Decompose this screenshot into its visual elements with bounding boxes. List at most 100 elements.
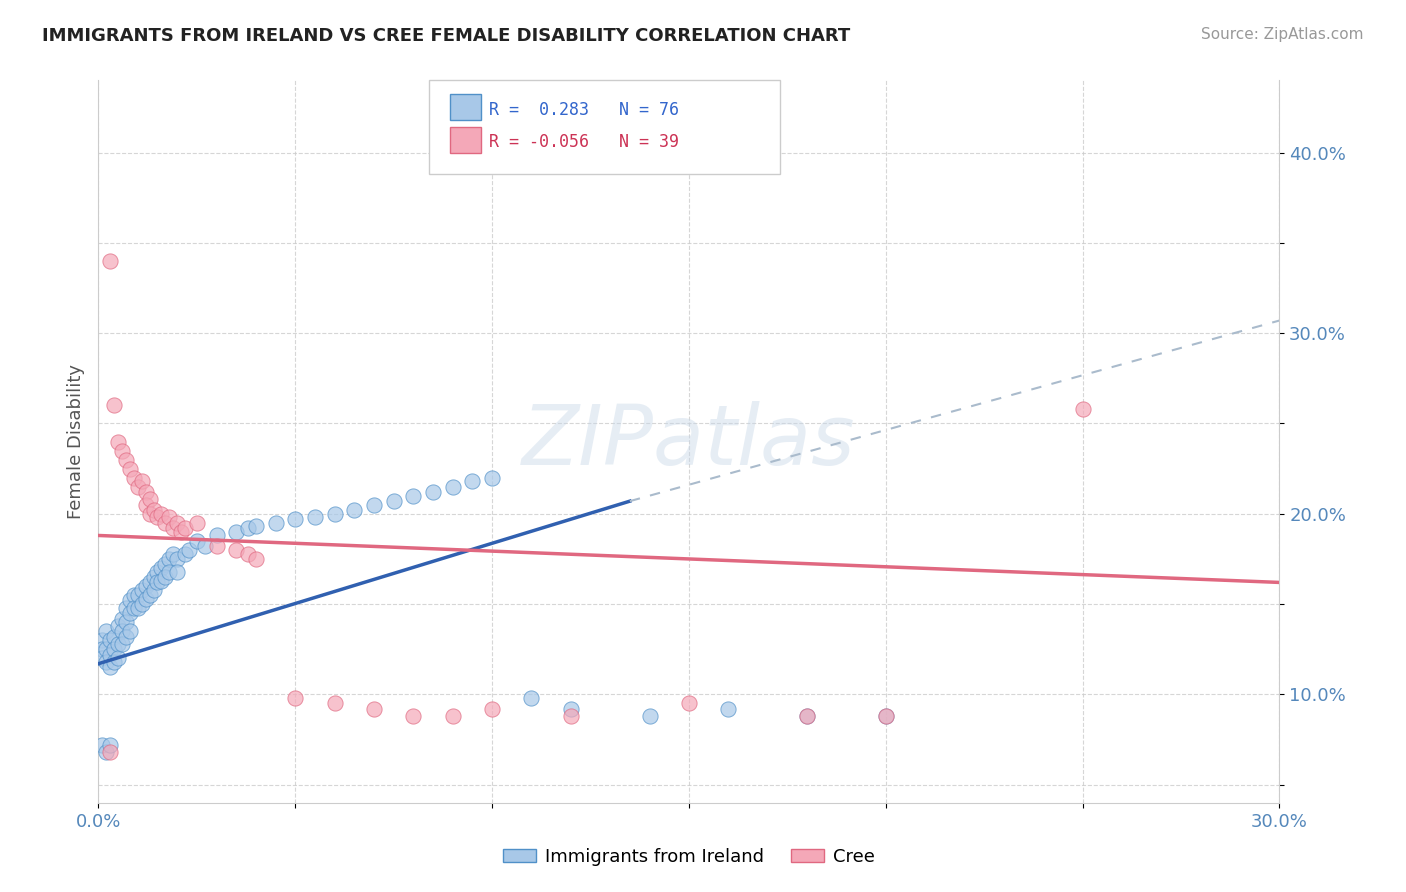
Point	[186, 533, 208, 548]
Point	[142, 503, 165, 517]
Point	[304, 510, 326, 524]
Point	[382, 494, 405, 508]
Point	[166, 552, 188, 566]
Text: R =  0.283   N = 76: R = 0.283 N = 76	[489, 101, 679, 119]
Point	[122, 588, 145, 602]
Point	[131, 597, 153, 611]
Point	[402, 489, 425, 503]
Point	[194, 539, 217, 553]
Point	[98, 648, 121, 662]
Point	[138, 588, 160, 602]
Point	[150, 561, 173, 575]
Point	[115, 615, 138, 630]
Point	[150, 507, 173, 521]
Point	[98, 253, 121, 268]
Point	[103, 655, 125, 669]
Point	[91, 738, 114, 752]
Point	[678, 697, 700, 711]
Point	[146, 575, 169, 590]
Point	[135, 591, 157, 606]
Text: ZIPatlas: ZIPatlas	[522, 401, 856, 482]
Point	[225, 542, 247, 557]
Text: Source: ZipAtlas.com: Source: ZipAtlas.com	[1201, 27, 1364, 42]
Point	[174, 547, 197, 561]
Point	[205, 528, 228, 542]
Point	[481, 471, 503, 485]
Point	[138, 575, 160, 590]
Point	[115, 452, 138, 467]
Point	[162, 547, 184, 561]
Point	[323, 697, 346, 711]
Point	[98, 745, 121, 759]
Point	[225, 524, 247, 539]
Point	[107, 637, 129, 651]
Point	[481, 702, 503, 716]
Point	[103, 398, 125, 412]
Point	[323, 507, 346, 521]
Point	[115, 600, 138, 615]
Point	[131, 475, 153, 489]
Point	[138, 507, 160, 521]
Point	[111, 611, 134, 625]
Point	[127, 480, 149, 494]
Point	[107, 651, 129, 665]
Point	[150, 574, 173, 588]
Point	[166, 565, 188, 579]
Point	[115, 630, 138, 644]
Point	[107, 619, 129, 633]
Point	[796, 709, 818, 723]
Point	[142, 570, 165, 584]
Text: R = -0.056   N = 39: R = -0.056 N = 39	[489, 133, 679, 151]
Point	[122, 600, 145, 615]
Point	[127, 600, 149, 615]
Point	[343, 503, 366, 517]
Point	[157, 565, 180, 579]
Y-axis label: Female Disability: Female Disability	[66, 364, 84, 519]
Point	[284, 512, 307, 526]
Point	[170, 524, 193, 539]
Point	[520, 691, 543, 706]
Point	[236, 521, 259, 535]
Point	[717, 702, 740, 716]
Point	[111, 624, 134, 639]
Point	[245, 552, 267, 566]
Point	[103, 642, 125, 657]
Point	[402, 709, 425, 723]
Point	[236, 547, 259, 561]
Point	[560, 702, 582, 716]
Point	[118, 461, 141, 475]
Point	[155, 516, 177, 530]
Point	[96, 624, 118, 639]
Point	[441, 480, 464, 494]
Point	[162, 521, 184, 535]
Point	[205, 539, 228, 553]
Point	[142, 582, 165, 597]
Point	[118, 606, 141, 620]
Point	[157, 510, 180, 524]
Point	[111, 443, 134, 458]
Point	[107, 434, 129, 449]
Point	[441, 709, 464, 723]
Point	[91, 651, 114, 665]
Point	[127, 588, 149, 602]
Point	[118, 624, 141, 639]
Point	[138, 492, 160, 507]
Point	[560, 709, 582, 723]
Point	[186, 516, 208, 530]
Point	[135, 579, 157, 593]
Point	[98, 660, 121, 674]
Point	[875, 709, 897, 723]
Text: IMMIGRANTS FROM IRELAND VS CREE FEMALE DISABILITY CORRELATION CHART: IMMIGRANTS FROM IRELAND VS CREE FEMALE D…	[42, 27, 851, 45]
Point	[174, 521, 197, 535]
Point	[122, 471, 145, 485]
Point	[146, 510, 169, 524]
Point	[422, 485, 444, 500]
Point	[98, 633, 121, 648]
Point	[166, 516, 188, 530]
Point	[363, 498, 385, 512]
Point	[796, 709, 818, 723]
Point	[264, 516, 287, 530]
Point	[135, 485, 157, 500]
Point	[245, 519, 267, 533]
Point	[118, 593, 141, 607]
